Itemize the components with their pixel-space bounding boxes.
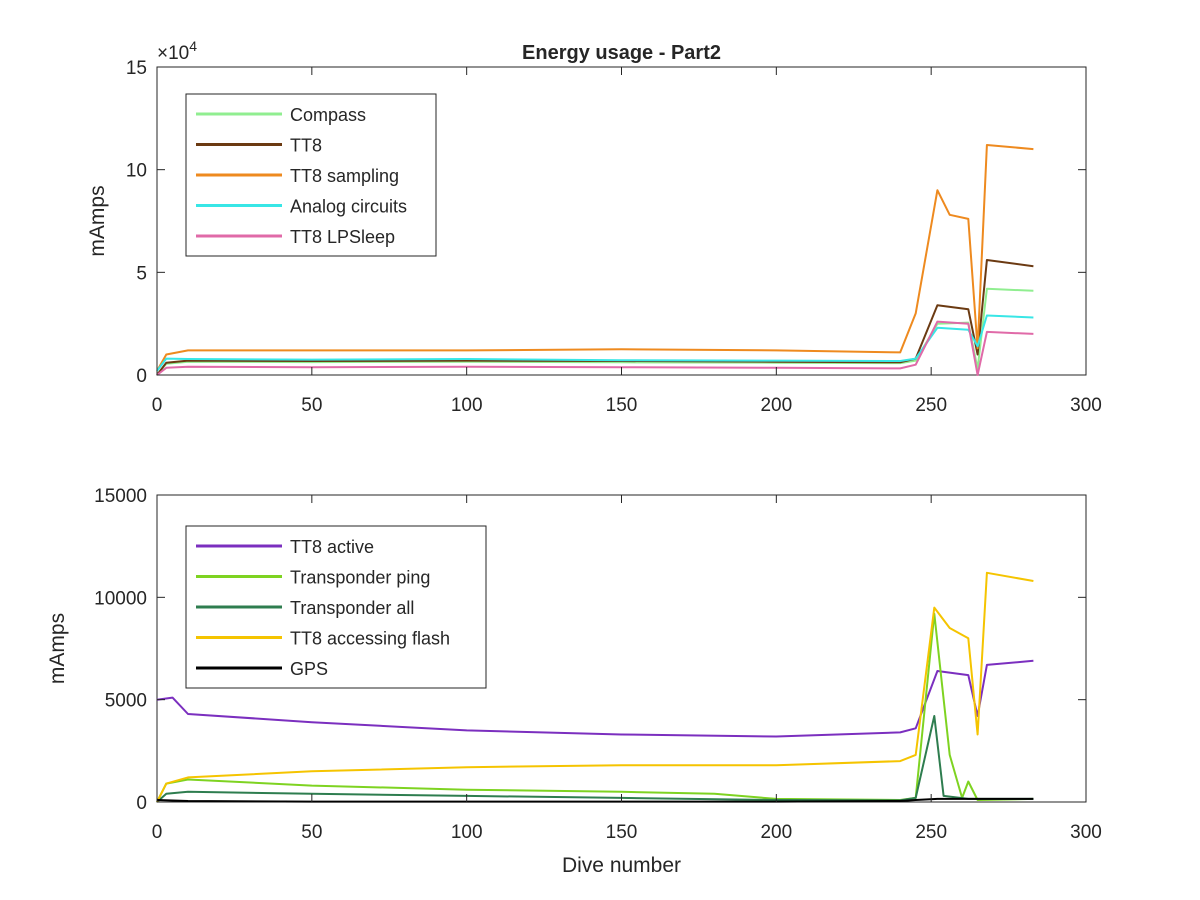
series-line <box>156 571 1034 803</box>
x-tick-label: 300 <box>1070 395 1102 416</box>
bottom-energy-plot: 0 50 100 150 200 250 300 0 5000 10000 15000 mAmps Di… <box>46 486 1102 877</box>
y-tick-label: 15000 <box>94 486 147 507</box>
x-tick-label: 50 <box>301 395 322 416</box>
legend-label: Transponder ping <box>290 568 430 588</box>
x-tick-label: 250 <box>915 822 947 843</box>
y-tick-label: 5000 <box>105 691 147 712</box>
legend-label: GPS <box>290 659 328 679</box>
y-tick-label: 10000 <box>94 588 147 609</box>
x-tick-label: 150 <box>606 395 638 416</box>
series-line <box>156 144 1034 372</box>
x-tick-label: 300 <box>1070 822 1102 843</box>
legend-label: Compass <box>290 105 366 125</box>
legend: Compass TT8 TT8 sampling Analog circuits TT8… <box>185 93 437 257</box>
x-tick-label: 0 <box>152 822 163 843</box>
legend-label: TT8 <box>290 136 322 156</box>
x-tick-label: 100 <box>451 822 483 843</box>
y-tick-label: 0 <box>136 366 147 387</box>
y-tick-label: 5 <box>136 263 147 284</box>
legend-label: Transponder all <box>290 598 414 618</box>
y-axis-label: mAmps <box>46 613 69 684</box>
legend-label: TT8 LPSleep <box>290 227 395 247</box>
x-tick-label: 150 <box>606 822 638 843</box>
legend-label: TT8 sampling <box>290 166 399 186</box>
y-tick-label: 0 <box>136 793 147 814</box>
y-tick-label: 15 <box>126 58 147 79</box>
y-axis-label: mAmps <box>86 185 109 256</box>
series-line <box>156 259 1034 376</box>
x-tick-label: 200 <box>760 822 792 843</box>
chart-title: Energy usage - Part2 <box>522 42 721 64</box>
x-tick-label: 200 <box>760 395 792 416</box>
legend: TT8 active Transponder ping Transponder al… <box>185 525 487 689</box>
x-tick-label: 50 <box>301 822 322 843</box>
x-tick-label: 100 <box>451 395 483 416</box>
series-line <box>156 320 1034 376</box>
series-line <box>156 314 1034 372</box>
legend-label: TT8 accessing flash <box>290 629 450 649</box>
legend-label: Analog circuits <box>290 197 407 217</box>
y-tick-label: 10 <box>126 161 147 182</box>
x-tick-label: 0 <box>152 395 163 416</box>
x-axis-label: Dive number <box>562 854 681 877</box>
legend-label: TT8 active <box>290 537 374 557</box>
y-exponent-power: 4 <box>189 38 197 54</box>
x-tick-label: 250 <box>915 395 947 416</box>
